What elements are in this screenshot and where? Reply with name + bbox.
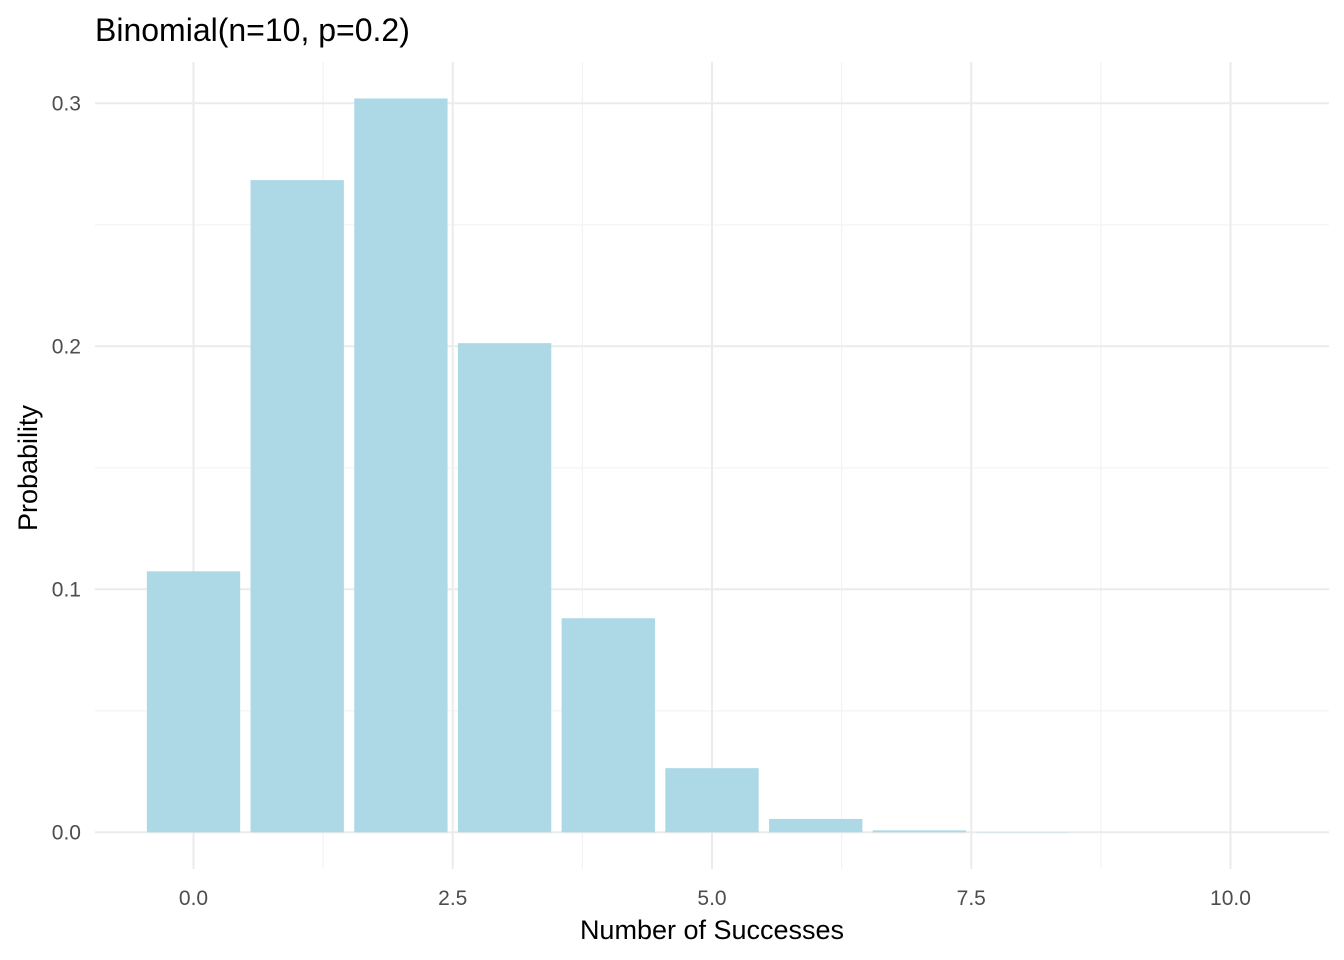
x-axis-ticks: 0.0 2.5 5.0 7.5 10.0	[179, 887, 1251, 910]
bar	[354, 98, 448, 833]
x-tick-label: 7.5	[957, 887, 986, 910]
y-axis-title: Probability	[13, 404, 43, 531]
y-axis-ticks: 0.0 0.1 0.2 0.3	[52, 92, 81, 844]
x-tick-label: 0.0	[179, 887, 208, 910]
x-tick-label: 10.0	[1210, 887, 1251, 910]
bar	[457, 343, 552, 833]
bar	[146, 571, 241, 833]
x-axis-title: Number of Successes	[580, 915, 844, 945]
y-tick-label: 0.0	[52, 821, 81, 844]
y-tick-label: 0.1	[52, 578, 81, 601]
bar	[665, 768, 759, 833]
chart-title: Binomial(n=10, p=0.2)	[95, 12, 410, 48]
bar	[872, 830, 967, 833]
x-tick-label: 5.0	[697, 887, 726, 910]
bars	[146, 98, 1070, 833]
y-tick-label: 0.3	[52, 92, 81, 115]
bar	[250, 180, 344, 833]
bar	[561, 618, 655, 833]
x-tick-label: 2.5	[438, 887, 467, 910]
y-tick-label: 0.2	[52, 335, 81, 358]
bar	[769, 818, 863, 833]
